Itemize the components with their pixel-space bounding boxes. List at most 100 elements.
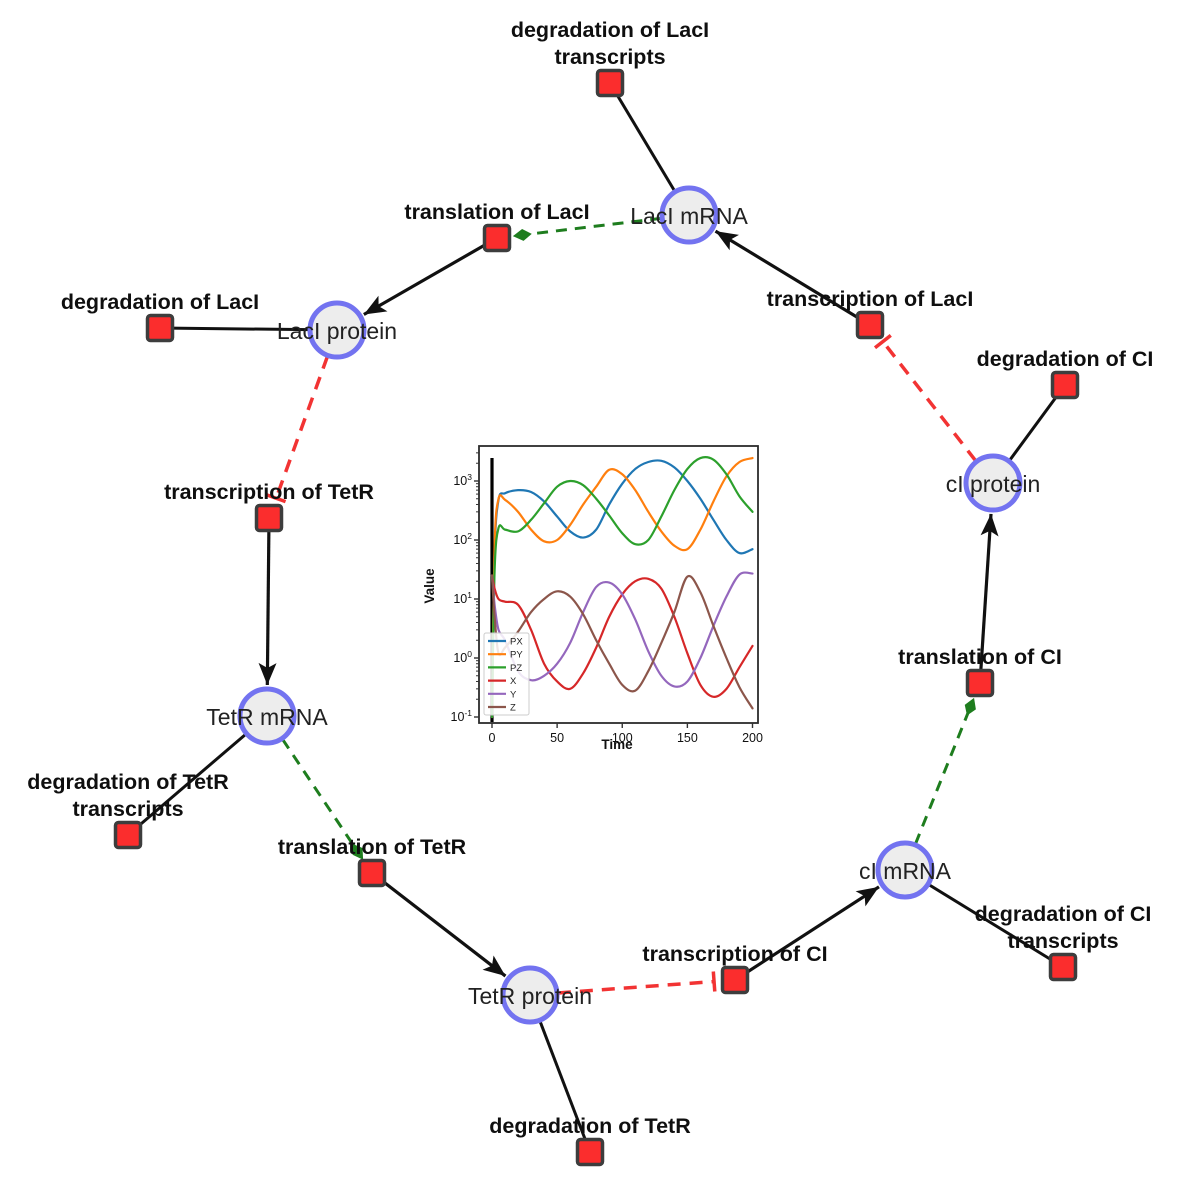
series-line-PX [490, 459, 754, 719]
reaction-label: translation of TetR [278, 835, 467, 859]
arrowhead-icon [482, 955, 506, 977]
edge-tetr-protein-deg-tetr [538, 1020, 592, 1153]
reaction-node-deg-tetr-transcripts[interactable]: degradation of TetR transcripts [27, 770, 229, 850]
inhibition-edge-line [881, 340, 978, 462]
reaction-square[interactable] [482, 223, 512, 253]
edge-ci-mrna-deg-ci-transcripts [928, 883, 1064, 969]
modifier-edge-line [281, 738, 357, 849]
modifier-arrowhead-icon [964, 697, 976, 716]
edge-tetr-protein-transcription-ci [557, 971, 717, 995]
reaction-node-transcription-laci[interactable]: transcription of LacI [767, 287, 974, 340]
reaction-label: degradation of TetR [489, 1114, 691, 1138]
species-label: cI protein [946, 471, 1041, 497]
reaction-square[interactable] [145, 313, 175, 343]
inhibition-edge-line [557, 979, 715, 995]
legend-label: PZ [510, 663, 522, 674]
y-tick-label: 102 [453, 531, 472, 547]
species-circle[interactable] [875, 840, 935, 900]
reaction-square[interactable] [855, 310, 885, 340]
reaction-square[interactable] [720, 965, 750, 995]
reaction-label: degradation of LacI [511, 18, 709, 42]
y-tick-label: 101 [453, 590, 472, 606]
reaction-label: transcription of TetR [164, 480, 374, 504]
product-edge-line [978, 513, 993, 684]
reaction-label: degradation of TetR [27, 770, 229, 794]
species-node-ci-protein[interactable]: cI protein [946, 453, 1041, 513]
arrowhead-icon [258, 662, 277, 686]
edge-laci-mrna-translation-laci [512, 216, 662, 241]
reaction-node-deg-ci[interactable]: degradation of CI [977, 347, 1154, 400]
reaction-square[interactable] [113, 820, 143, 850]
inset-chart: 0 50 100 150 200 103 102 101 100 10-1 PX PY PZ XYZ Ti… [422, 445, 763, 752]
reaction-square[interactable] [965, 668, 995, 698]
product-edge-line [363, 236, 498, 316]
edge-laci-mrna-deg-laci-transcripts [608, 82, 676, 192]
reaction-node-transcription-tetr[interactable]: transcription of TetR [164, 480, 374, 533]
reaction-node-deg-tetr[interactable]: degradation of TetR [489, 1114, 691, 1167]
inhibition-tbar-icon [873, 334, 892, 350]
edge-tetr-mrna-deg-tetr-transcripts [127, 733, 247, 837]
reaction-node-deg-laci[interactable]: degradation of LacI [61, 290, 259, 343]
inhibition-tbar-icon [711, 971, 717, 992]
y-tick-label: 100 [453, 649, 472, 665]
species-node-laci-protein[interactable]: LacI protein [277, 300, 397, 360]
species-label: LacI mRNA [630, 203, 748, 229]
edge-tetr-mrna-translation-tetr [281, 738, 364, 860]
edge-laci-protein-transcription-tetr [266, 355, 330, 504]
species-label: TetR mRNA [206, 704, 328, 730]
reaction-node-deg-ci-transcripts[interactable]: degradation of CI transcripts [975, 902, 1152, 982]
reaction-label: degradation of CI [975, 902, 1152, 926]
species-circle[interactable] [659, 185, 719, 245]
reaction-label: translation of LacI [404, 200, 589, 224]
reaction-label: transcripts [1007, 929, 1118, 953]
species-label: TetR protein [468, 983, 592, 1009]
reaction-label: transcription of CI [642, 942, 827, 966]
reaction-node-translation-ci[interactable]: translation of CI [898, 645, 1062, 698]
species-node-laci-mrna[interactable]: LacI mRNA [630, 185, 748, 245]
reactant-edge-line [608, 82, 676, 192]
species-circle[interactable] [237, 686, 297, 746]
reaction-square[interactable] [1048, 952, 1078, 982]
legend-label: X [510, 676, 517, 687]
arrowhead-icon [363, 295, 388, 315]
legend-label: Y [510, 689, 517, 700]
species-label: cI mRNA [859, 858, 952, 884]
chart-x-axis-label: Time [601, 737, 633, 752]
reaction-square[interactable] [595, 68, 625, 98]
chart-legend: PX PY PZ XYZ [483, 632, 530, 716]
edge-translation-laci-laci-protein [363, 236, 498, 316]
x-tick-label: 100 [612, 731, 633, 745]
reaction-square[interactable] [357, 858, 387, 888]
species-circle[interactable] [963, 453, 1023, 513]
reaction-node-transcription-ci[interactable]: transcription of CI [642, 942, 828, 995]
reactant-edge-line [538, 1020, 592, 1153]
modifier-edge-line [914, 710, 971, 845]
species-node-tetr-mrna[interactable]: TetR mRNA [206, 686, 328, 746]
product-edge-line [734, 885, 880, 982]
edge-transcription-ci-ci-mrna [734, 885, 880, 982]
species-node-ci-mrna[interactable]: cI mRNA [859, 840, 952, 900]
reaction-square[interactable] [254, 503, 284, 533]
product-edge-line [371, 871, 507, 978]
reaction-square[interactable] [575, 1137, 605, 1167]
series-line-X [490, 574, 754, 698]
reaction-label: transcripts [554, 45, 665, 69]
species-circle[interactable] [500, 965, 560, 1025]
reaction-node-translation-laci[interactable]: translation of LacI [404, 200, 590, 253]
y-tick-label: 103 [453, 472, 472, 488]
node-layer: LacI mRNA LacI protein TetR mRNA TetR prote… [27, 18, 1154, 1167]
edge-translation-ci-ci-protein [978, 513, 999, 684]
chart-y-axis-label: Value [422, 568, 437, 604]
arrowhead-icon [980, 513, 999, 537]
reactant-edge-line [928, 883, 1064, 969]
reactant-edge-line [127, 733, 247, 837]
species-circle[interactable] [307, 300, 367, 360]
reaction-square[interactable] [1050, 370, 1080, 400]
reaction-node-deg-laci-transcripts[interactable]: degradation of LacI transcripts [511, 18, 709, 98]
reaction-label: degradation of LacI [61, 290, 259, 314]
species-label: LacI protein [277, 318, 397, 344]
reaction-node-translation-tetr[interactable]: translation of TetR [278, 835, 467, 888]
species-node-tetr-protein[interactable]: TetR protein [468, 965, 592, 1025]
inhibition-edge-line [274, 355, 330, 499]
